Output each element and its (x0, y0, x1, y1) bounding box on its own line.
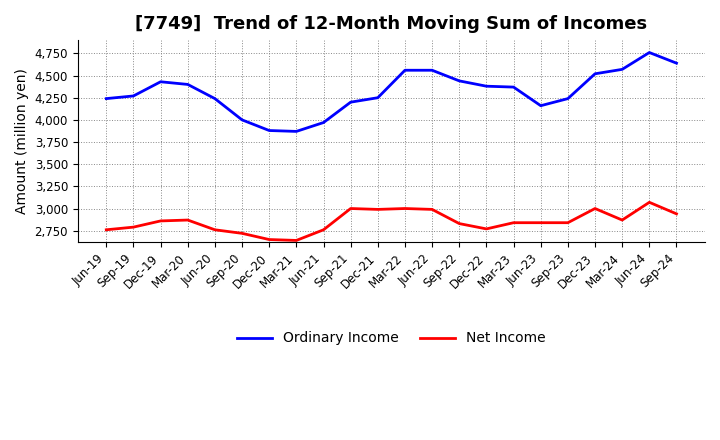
Net Income (400, 206, 409, 211)
Ordinary Income (564, 96, 572, 101)
Net Income (374, 207, 382, 212)
Net Income (645, 200, 654, 205)
Ordinary Income (319, 120, 328, 125)
Legend: Ordinary Income, Net Income: Ordinary Income, Net Income (232, 326, 551, 351)
Ordinary Income (618, 67, 626, 72)
Net Income (156, 218, 165, 224)
Ordinary Income (374, 95, 382, 100)
Net Income (292, 238, 301, 243)
Ordinary Income (265, 128, 274, 133)
Net Income (536, 220, 545, 225)
Title: [7749]  Trend of 12-Month Moving Sum of Incomes: [7749] Trend of 12-Month Moving Sum of I… (135, 15, 647, 33)
Net Income (590, 206, 599, 211)
Ordinary Income (428, 68, 436, 73)
Ordinary Income (292, 129, 301, 134)
Ordinary Income (102, 96, 111, 101)
Ordinary Income (400, 68, 409, 73)
Net Income (184, 217, 192, 223)
Net Income (265, 237, 274, 242)
Line: Ordinary Income: Ordinary Income (107, 52, 677, 132)
Ordinary Income (184, 82, 192, 87)
Y-axis label: Amount (million yen): Amount (million yen) (15, 68, 29, 214)
Net Income (346, 206, 355, 211)
Net Income (455, 221, 464, 226)
Ordinary Income (672, 61, 681, 66)
Ordinary Income (482, 84, 491, 89)
Net Income (482, 226, 491, 231)
Net Income (509, 220, 518, 225)
Ordinary Income (238, 117, 246, 122)
Ordinary Income (210, 96, 219, 101)
Net Income (618, 217, 626, 223)
Net Income (319, 227, 328, 232)
Net Income (102, 227, 111, 232)
Ordinary Income (129, 93, 138, 99)
Ordinary Income (645, 50, 654, 55)
Net Income (428, 207, 436, 212)
Ordinary Income (346, 99, 355, 105)
Net Income (238, 231, 246, 236)
Ordinary Income (536, 103, 545, 108)
Net Income (564, 220, 572, 225)
Ordinary Income (156, 79, 165, 84)
Ordinary Income (455, 78, 464, 84)
Ordinary Income (590, 71, 599, 77)
Line: Net Income: Net Income (107, 202, 677, 240)
Net Income (129, 224, 138, 230)
Net Income (672, 211, 681, 216)
Net Income (210, 227, 219, 232)
Ordinary Income (509, 84, 518, 90)
